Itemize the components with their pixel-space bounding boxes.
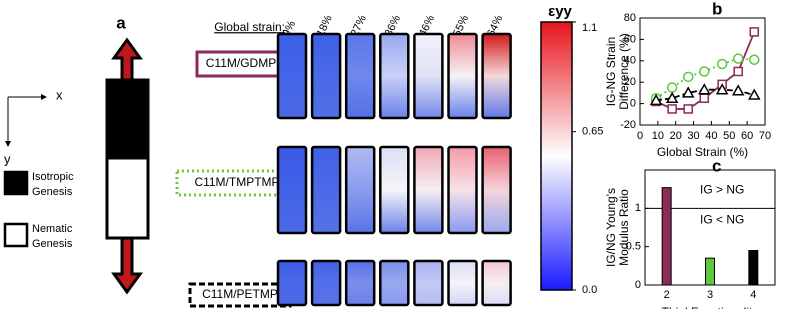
x-tick-label: 40 xyxy=(705,130,717,142)
data-point xyxy=(734,68,742,76)
legend-label: Genesis xyxy=(32,238,73,250)
x-tick-label: 50 xyxy=(723,130,735,142)
data-point xyxy=(750,28,758,36)
strain-map-tile xyxy=(483,147,511,233)
bar xyxy=(706,258,715,285)
panel-label: a xyxy=(116,13,126,32)
data-point xyxy=(700,67,709,76)
y-tick-label: -20 xyxy=(620,119,636,131)
strain-map-tile xyxy=(278,261,306,305)
data-point xyxy=(699,85,709,94)
data-point xyxy=(668,83,677,92)
panel-label: b xyxy=(712,0,722,18)
data-point xyxy=(718,60,727,69)
legend-swatch xyxy=(5,224,27,246)
y-tick-label: 1 xyxy=(635,202,641,214)
x-tick-label: 30 xyxy=(687,130,699,142)
data-point xyxy=(684,105,692,113)
strain-map-tile xyxy=(414,261,442,305)
bar xyxy=(749,251,758,286)
legend-label: Genesis xyxy=(32,186,73,198)
y-axis-label: IG-NG Strain xyxy=(604,37,618,106)
y-axis-label: IG/NG Young's xyxy=(604,188,618,267)
data-point xyxy=(750,55,759,64)
sample-label: C11M/TMPTMP xyxy=(194,175,279,189)
x-tick-label: 0 xyxy=(637,130,643,142)
strain-map-tile xyxy=(346,34,374,118)
x-tick-label: 20 xyxy=(670,130,682,142)
strain-map-tile xyxy=(278,34,306,118)
strain-map-tile xyxy=(449,147,477,233)
strain-title: Global strain: xyxy=(214,20,285,34)
colorbar-tick-label: 1.1 xyxy=(582,22,597,34)
strain-map-tile xyxy=(312,34,340,118)
strain-map-tile xyxy=(414,147,442,233)
strain-map-tile xyxy=(346,147,374,233)
strain-map-tile xyxy=(449,261,477,305)
y-tick-label: 80 xyxy=(624,12,636,24)
data-point xyxy=(684,72,693,81)
strain-map-tile xyxy=(278,147,306,233)
x-axis-label: Thiol Functionality xyxy=(662,305,759,309)
panel-label: c xyxy=(712,156,721,175)
strain-map-tile xyxy=(483,261,511,305)
bar xyxy=(662,188,671,285)
data-point xyxy=(733,86,743,95)
strain-map-tile xyxy=(346,261,374,305)
strain-map-tile xyxy=(414,34,442,118)
colorbar-tick-label: 0.0 xyxy=(582,284,597,296)
data-point xyxy=(734,54,743,63)
sample-label: C11M/GDMP xyxy=(206,56,276,70)
y-axis-label: Modulus Ratio xyxy=(617,189,631,266)
strain-map-tile xyxy=(380,34,408,118)
data-point xyxy=(749,90,759,99)
legend-label: Isotropic xyxy=(32,171,74,183)
x-tick-label: 3 xyxy=(707,289,713,301)
legend-swatch xyxy=(5,172,27,194)
strain-map-tile xyxy=(312,147,340,233)
sample-label: C11M/PETMP xyxy=(202,287,278,301)
data-point xyxy=(700,94,708,102)
x-axis-label: Global Strain (%) xyxy=(657,145,748,159)
x-tick-label: 60 xyxy=(741,130,753,142)
strain-map-tile xyxy=(449,34,477,118)
strain-map-tile xyxy=(312,261,340,305)
x-tick-label: 10 xyxy=(652,130,664,142)
colorbar-tick-label: 0.65 xyxy=(582,126,603,138)
annotation: IG > NG xyxy=(700,183,744,197)
x-tick-label: 2 xyxy=(664,289,670,301)
x-tick-label: 70 xyxy=(759,130,771,142)
axis-x-label: x xyxy=(56,87,63,102)
strain-map-tile xyxy=(483,34,511,118)
x-tick-label: 4 xyxy=(750,289,756,301)
strain-map-tile xyxy=(380,261,408,305)
y-axis-label: Difference (%) xyxy=(617,33,631,109)
y-tick-label: 0 xyxy=(635,279,641,291)
axis-y-label: y xyxy=(4,151,11,166)
data-point xyxy=(668,105,676,113)
annotation: IG < NG xyxy=(700,213,744,227)
strain-map-tile xyxy=(380,147,408,233)
specimen-diagram xyxy=(107,40,148,292)
colorbar xyxy=(541,22,572,290)
colorbar-label: εyy xyxy=(548,3,572,20)
legend-label: Nematic xyxy=(32,223,73,235)
